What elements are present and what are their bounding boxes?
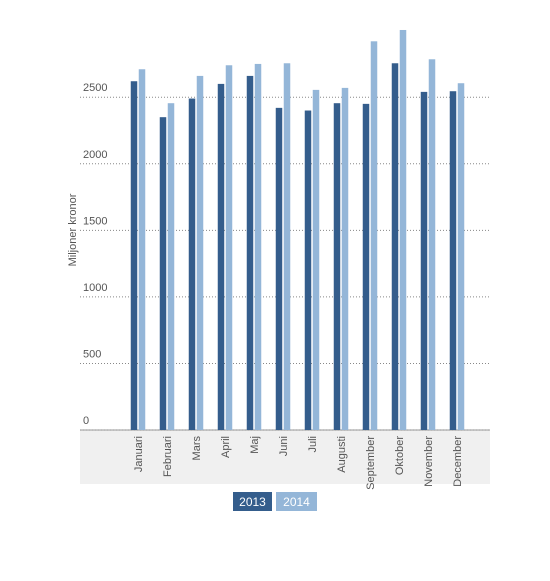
bar — [428, 59, 436, 431]
bar — [391, 63, 399, 430]
x-tick-label: April — [220, 436, 232, 458]
legend-swatch — [233, 492, 272, 511]
bar — [399, 29, 407, 431]
bar — [138, 69, 146, 431]
y-tick-label: 2500 — [83, 82, 107, 94]
legend-swatch — [276, 492, 317, 511]
x-tick-label: November — [423, 436, 435, 487]
bar — [362, 103, 370, 430]
x-tick-label: Mars — [191, 436, 203, 461]
y-tick-label: 500 — [83, 348, 101, 360]
bar — [312, 89, 320, 431]
x-tick-label: Februari — [162, 436, 174, 477]
bar — [449, 91, 457, 430]
bar — [246, 75, 254, 430]
bar — [304, 110, 312, 431]
bar — [370, 41, 378, 430]
x-tick-label: September — [365, 436, 377, 490]
bar — [283, 63, 291, 430]
legend-item: 2013 — [233, 492, 272, 511]
y-axis-label: Miljoner kronor — [67, 193, 79, 266]
bar — [341, 87, 349, 430]
bar — [167, 103, 175, 430]
bar — [130, 81, 138, 430]
y-tick-label: 1500 — [83, 215, 107, 227]
x-tick-label: Juni — [278, 436, 290, 456]
bar — [254, 63, 262, 431]
legend-item: 2014 — [276, 492, 317, 511]
y-tick-label: 2000 — [83, 149, 107, 161]
bar — [457, 83, 465, 430]
x-tick-label: Juli — [307, 436, 319, 453]
x-tick-label: Januari — [133, 436, 145, 472]
x-tick-label: December — [452, 436, 464, 487]
y-tick-label: 1000 — [83, 282, 107, 294]
legend-label: 2014 — [283, 495, 310, 509]
bar — [217, 83, 225, 430]
legend-label: 2013 — [239, 495, 266, 509]
x-tick-label: Oktober — [394, 436, 406, 475]
bar — [188, 98, 196, 430]
bar — [196, 75, 204, 430]
bar — [225, 65, 233, 431]
bar — [275, 107, 283, 430]
x-tick-label: Maj — [249, 436, 261, 454]
category-band — [80, 430, 490, 484]
x-tick-label: Augusti — [336, 436, 348, 473]
bar — [333, 103, 341, 430]
y-tick-label: 0 — [83, 415, 89, 427]
bar — [159, 117, 167, 430]
bar — [420, 91, 428, 430]
